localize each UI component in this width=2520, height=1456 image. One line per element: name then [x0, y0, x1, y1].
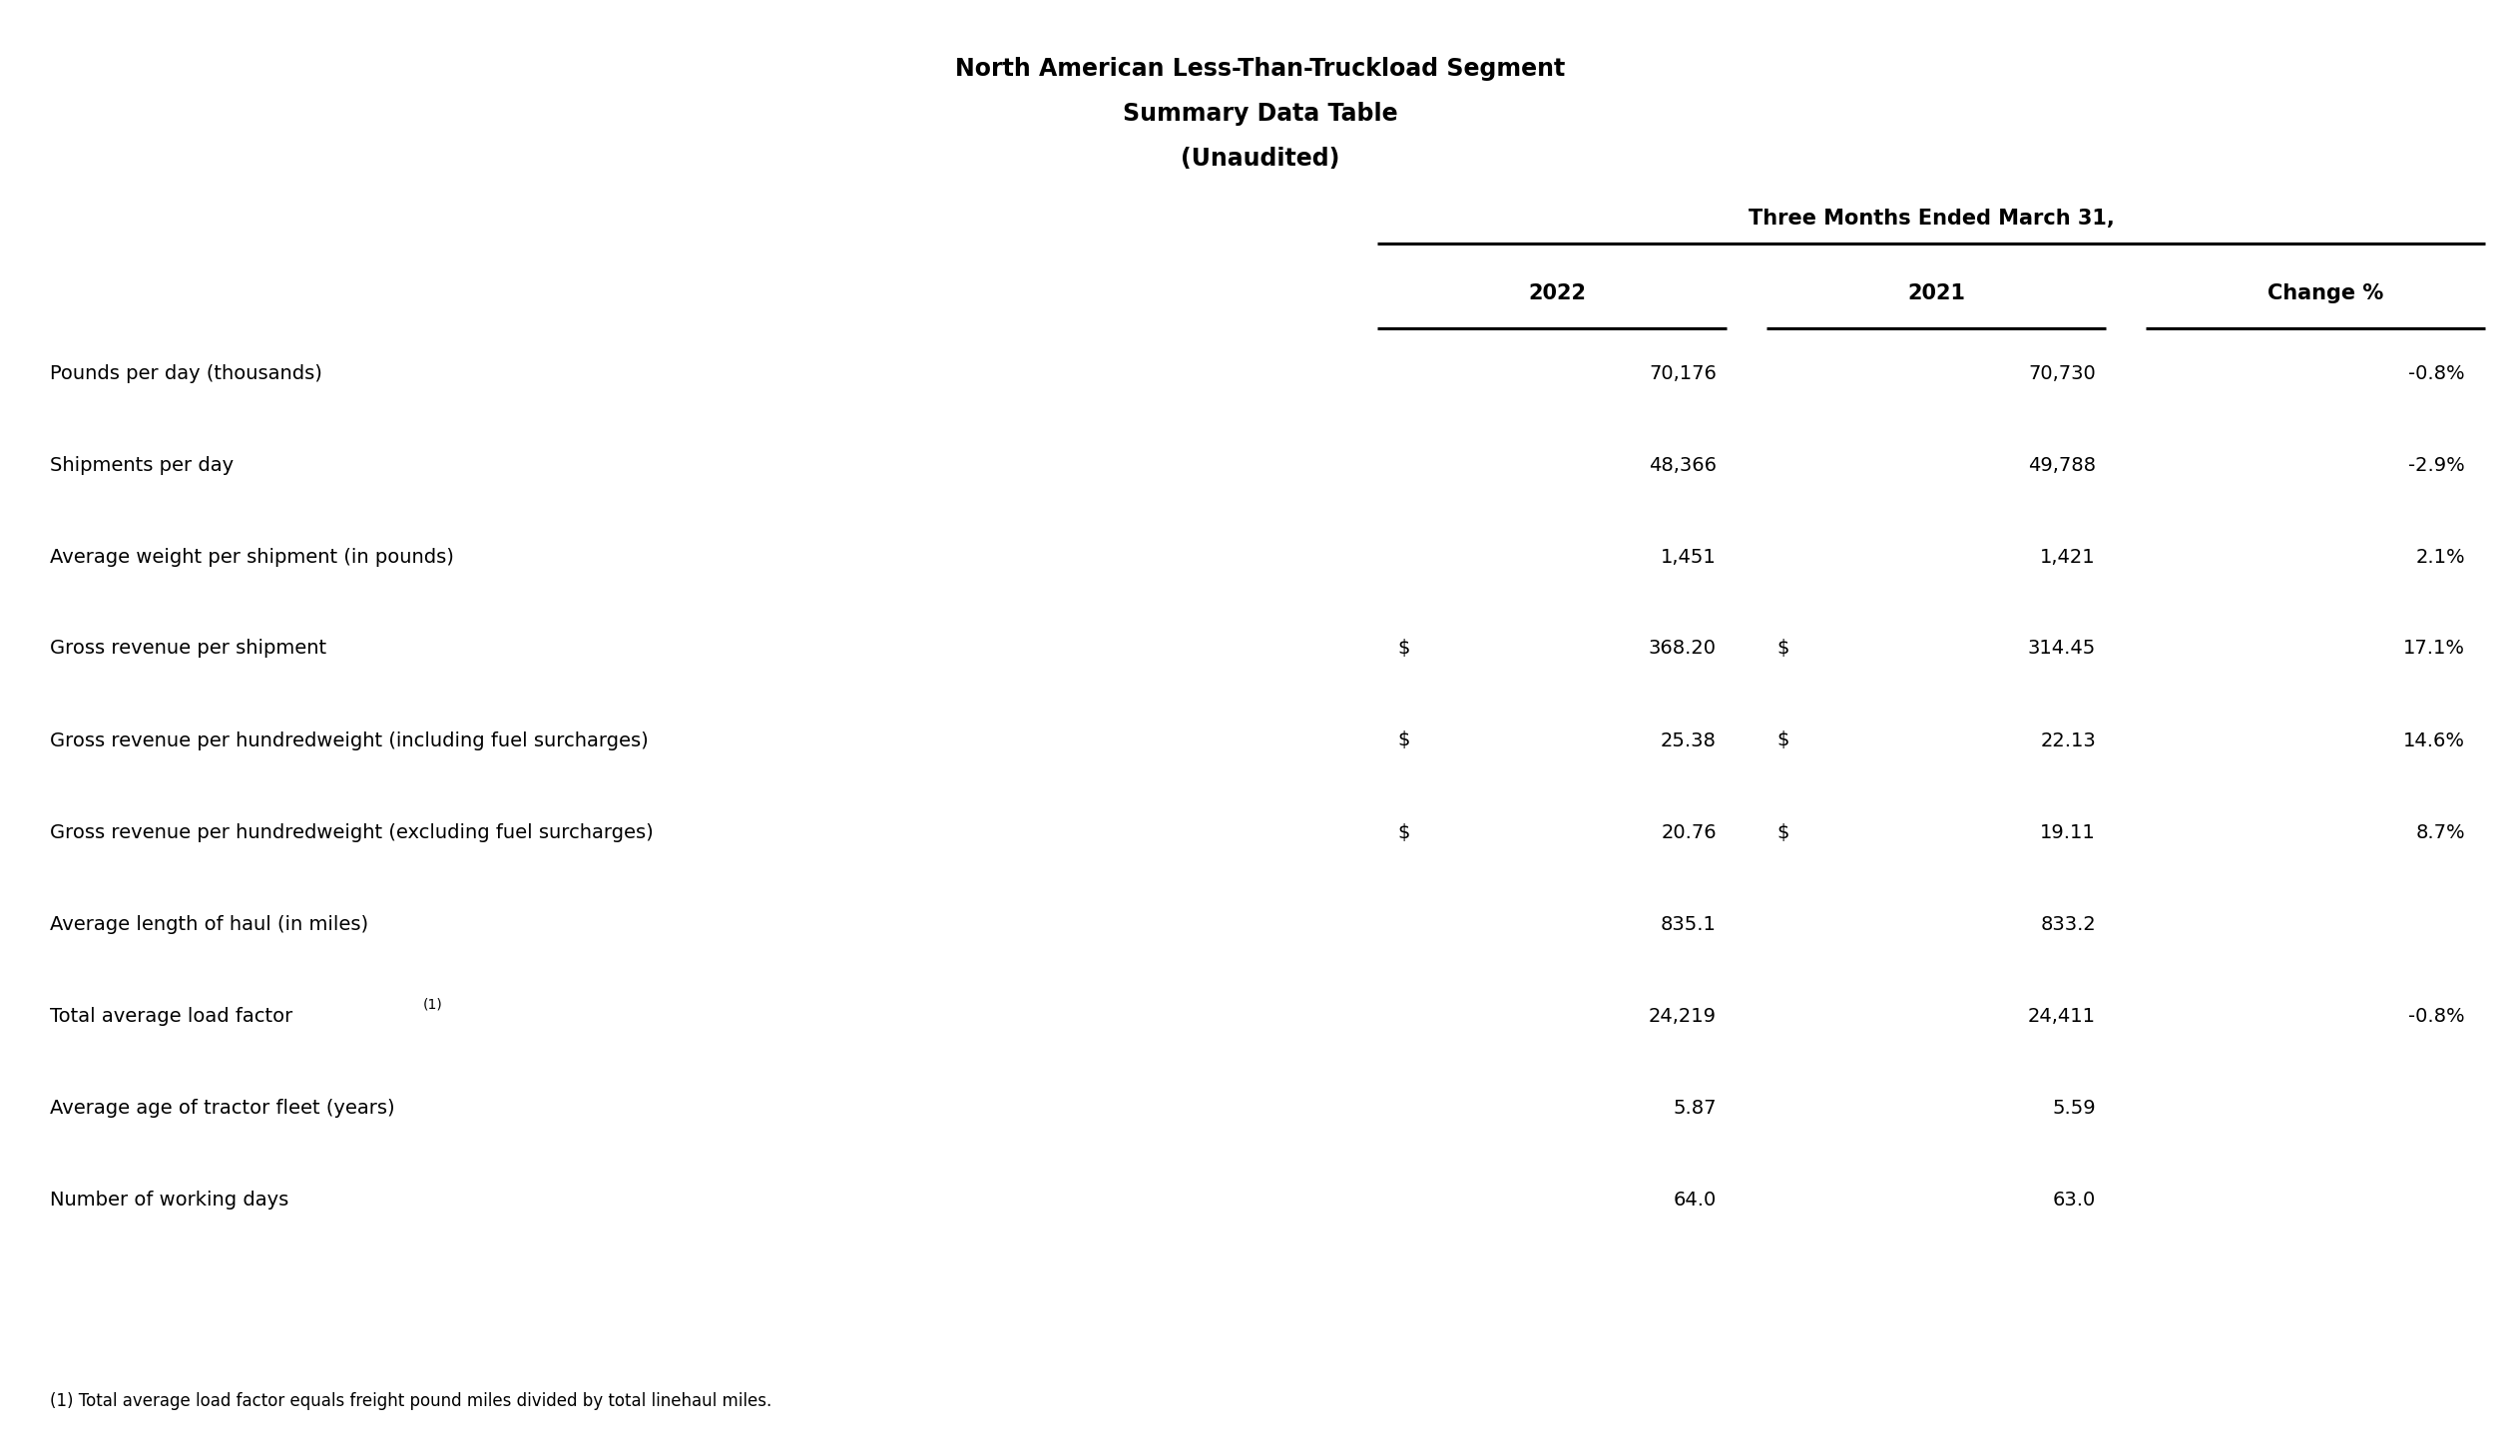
Text: Pounds per day (thousands): Pounds per day (thousands) [50, 364, 323, 383]
Text: 368.20: 368.20 [1648, 639, 1716, 658]
Text: 8.7%: 8.7% [2417, 823, 2465, 842]
Text: (1) Total average load factor equals freight pound miles divided by total lineha: (1) Total average load factor equals fre… [50, 1392, 771, 1409]
Text: Number of working days: Number of working days [50, 1190, 290, 1208]
Text: Three Months Ended March 31,: Three Months Ended March 31, [1749, 208, 2114, 229]
Text: $: $ [1396, 639, 1409, 658]
Text: 20.76: 20.76 [1661, 823, 1716, 842]
Text: $: $ [1396, 731, 1409, 750]
Text: 70,730: 70,730 [2029, 364, 2097, 383]
Text: Change %: Change % [2268, 284, 2384, 303]
Text: 25.38: 25.38 [1661, 731, 1716, 750]
Text: (Unaudited): (Unaudited) [1179, 147, 1341, 170]
Text: North American Less-Than-Truckload Segment: North American Less-Than-Truckload Segme… [955, 57, 1565, 82]
Text: 48,366: 48,366 [1648, 456, 1716, 475]
Text: 63.0: 63.0 [2054, 1190, 2097, 1208]
Text: 2021: 2021 [1908, 284, 1966, 303]
Text: 1,421: 1,421 [2041, 547, 2097, 566]
Text: 835.1: 835.1 [1661, 914, 1716, 933]
Text: 14.6%: 14.6% [2404, 731, 2465, 750]
Text: $: $ [1777, 639, 1789, 658]
Text: $: $ [1777, 731, 1789, 750]
Text: Average length of haul (in miles): Average length of haul (in miles) [50, 914, 368, 933]
Text: 5.87: 5.87 [1673, 1098, 1716, 1117]
Text: 1,451: 1,451 [1661, 547, 1716, 566]
Text: 70,176: 70,176 [1648, 364, 1716, 383]
Text: 19.11: 19.11 [2041, 823, 2097, 842]
Text: $: $ [1777, 823, 1789, 842]
Text: 49,788: 49,788 [2029, 456, 2097, 475]
Text: Gross revenue per hundredweight (including fuel surcharges): Gross revenue per hundredweight (includi… [50, 731, 648, 750]
Text: Total average load factor: Total average load factor [50, 1006, 292, 1025]
Text: 17.1%: 17.1% [2404, 639, 2465, 658]
Text: -0.8%: -0.8% [2409, 364, 2465, 383]
Text: 24,219: 24,219 [1648, 1006, 1716, 1025]
Text: 833.2: 833.2 [2041, 914, 2097, 933]
Text: 314.45: 314.45 [2029, 639, 2097, 658]
Text: 5.59: 5.59 [2051, 1098, 2097, 1117]
Text: 22.13: 22.13 [2041, 731, 2097, 750]
Text: $: $ [1396, 823, 1409, 842]
Text: (1): (1) [423, 997, 444, 1012]
Text: 24,411: 24,411 [2029, 1006, 2097, 1025]
Text: 64.0: 64.0 [1673, 1190, 1716, 1208]
Text: 2022: 2022 [1527, 284, 1585, 303]
Text: Shipments per day: Shipments per day [50, 456, 234, 475]
Text: -0.8%: -0.8% [2409, 1006, 2465, 1025]
Text: Gross revenue per shipment: Gross revenue per shipment [50, 639, 328, 658]
Text: Summary Data Table: Summary Data Table [1121, 102, 1399, 125]
Text: -2.9%: -2.9% [2409, 456, 2465, 475]
Text: Gross revenue per hundredweight (excluding fuel surcharges): Gross revenue per hundredweight (excludi… [50, 823, 653, 842]
Text: 2.1%: 2.1% [2417, 547, 2465, 566]
Text: Average age of tractor fleet (years): Average age of tractor fleet (years) [50, 1098, 396, 1117]
Text: Average weight per shipment (in pounds): Average weight per shipment (in pounds) [50, 547, 454, 566]
